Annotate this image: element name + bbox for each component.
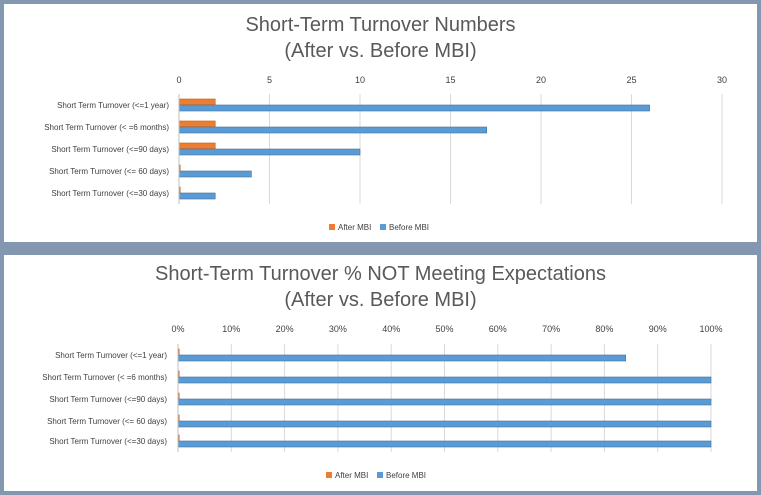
turnover-percent-chart: 0% 10% 20% 30% 40% 50% 60% 70% 80% 90% 100% Short T… (42, 324, 722, 480)
bar-after-mbi (178, 120, 216, 128)
category-label: Short Term Turnover (< =6 months) (44, 123, 169, 132)
bar-after-mbi (178, 98, 216, 106)
bar-before-mbi (178, 192, 216, 200)
category-label: Short Term Turnover (< =6 months) (42, 373, 167, 382)
bar-before-mbi (177, 354, 627, 362)
legend-label: Before MBI (386, 471, 426, 480)
category-label: Short Term Turnover (<=30 days) (51, 189, 169, 198)
bar-after-mbi (178, 142, 216, 150)
x-tick-label: 100% (699, 324, 722, 334)
x-tick-label: 0 (176, 75, 181, 85)
y-axis: Short Term Turnover (<=1 year) Short Term… (44, 101, 169, 198)
legend-swatch (329, 224, 335, 230)
y-axis: Short Term Turnover (<=1 year) Short Term… (42, 351, 167, 446)
x-tick-label: 20% (276, 324, 294, 334)
chart-subtitle: (After vs. Before MBI) (284, 40, 477, 62)
category-label: Short Term Turnover (<=90 days) (49, 395, 167, 404)
x-tick-label: 40% (382, 324, 400, 334)
x-tick-label: 25 (626, 75, 636, 85)
x-tick-label: 10% (222, 324, 240, 334)
x-tick-label: 30 (717, 75, 727, 85)
bar-before-mbi (177, 398, 712, 406)
bar-before-mbi (178, 148, 361, 156)
chart-title-line1: Short-Term Turnover Numbers (245, 14, 516, 36)
chart-subtitle: (After vs. Before MBI) (284, 289, 477, 311)
category-label: Short Term Turnover (<=30 days) (49, 437, 167, 446)
chart-title: Short-Term Turnover % NOT Meeting Expect… (4, 261, 757, 313)
legend-label: After MBI (335, 471, 368, 480)
bar-before-mbi (177, 440, 712, 448)
bar-before-mbi (177, 420, 712, 428)
legend: After MBI Before MBI (329, 223, 429, 232)
bar-before-mbi (178, 104, 650, 112)
x-tick-label: 0% (171, 324, 184, 334)
x-tick-label: 10 (355, 75, 365, 85)
category-label: Short Term Turnover (<=90 days) (51, 145, 169, 154)
category-label: Short Term Turnover (<= 60 days) (49, 167, 169, 176)
x-tick-label: 5 (267, 75, 272, 85)
turnover-numbers-chart: 0 5 10 15 20 25 30 Short Term Turnover (<=1 yea… (44, 75, 727, 232)
category-label: Short Term Turnover (<=1 year) (55, 351, 167, 360)
legend-swatch (380, 224, 386, 230)
legend-swatch (377, 472, 383, 478)
x-tick-label: 80% (595, 324, 613, 334)
x-tick-label: 20 (536, 75, 546, 85)
bars (178, 98, 650, 200)
chart-title: Short-Term Turnover Numbers (After vs. B… (4, 12, 757, 64)
x-tick-label: 50% (435, 324, 453, 334)
x-axis: 0% 10% 20% 30% 40% 50% 60% 70% 80% 90% 100% (171, 324, 722, 334)
bar-before-mbi (178, 170, 252, 178)
chart-title-line1: Short-Term Turnover % NOT Meeting Expect… (155, 263, 606, 285)
x-tick-label: 60% (489, 324, 507, 334)
turnover-numbers-panel: Short-Term Turnover Numbers (After vs. B… (4, 4, 757, 242)
x-tick-label: 15 (445, 75, 455, 85)
category-label: Short Term Turnover (<=1 year) (57, 101, 169, 110)
bar-before-mbi (178, 126, 488, 134)
category-label: Short Term Turnover (<= 60 days) (47, 417, 167, 426)
bar-before-mbi (177, 376, 712, 384)
legend-label: After MBI (338, 223, 371, 232)
x-tick-label: 30% (329, 324, 347, 334)
legend-label: Before MBI (389, 223, 429, 232)
legend: After MBI Before MBI (326, 471, 426, 480)
x-axis: 0 5 10 15 20 25 30 (176, 75, 727, 85)
x-tick-label: 70% (542, 324, 560, 334)
x-tick-label: 90% (649, 324, 667, 334)
legend-swatch (326, 472, 332, 478)
turnover-percent-panel: Short-Term Turnover % NOT Meeting Expect… (4, 255, 757, 491)
